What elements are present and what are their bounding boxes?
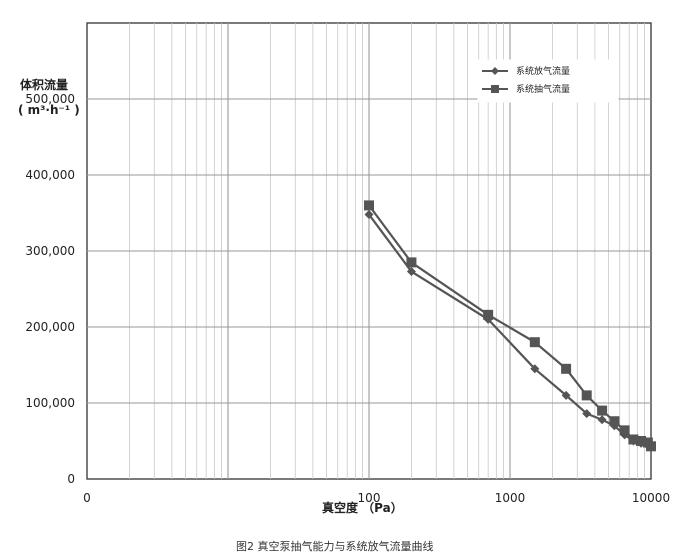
legend-box xyxy=(477,59,619,103)
y-tick-label: 300,000 xyxy=(25,244,75,258)
legend-label-pump: 系统抽气流量 xyxy=(516,83,570,95)
series-point-2 xyxy=(628,434,639,445)
y-axis-ticks: 0 100,000 200,000 300,000 400,000 500,000 xyxy=(25,92,75,486)
series-point-1 xyxy=(561,390,571,400)
series-point-2 xyxy=(646,441,656,452)
series-point-2 xyxy=(529,337,540,348)
legend-label-release: 系统放气流量 xyxy=(516,65,570,77)
series-point-1 xyxy=(530,364,540,374)
y-axis-label-line2: ( m³·h⁻¹ ) xyxy=(18,103,80,117)
x-axis-label: 真空度 （Pa） xyxy=(322,500,403,515)
x-tick-label: 10000 xyxy=(632,491,670,505)
series-point-2 xyxy=(597,405,608,416)
y-axis-label-line1: 体积流量 xyxy=(20,77,68,92)
y-tick-label: 0 xyxy=(67,472,75,486)
legend-marker-pump xyxy=(491,85,499,93)
series-point-1 xyxy=(406,267,416,277)
series-point-2 xyxy=(364,200,374,211)
series-point-2 xyxy=(483,309,494,320)
legend-marker-release xyxy=(491,67,499,75)
series-point-2 xyxy=(619,425,630,436)
y-tick-label: 400,000 xyxy=(25,168,75,182)
y-tick-label: 200,000 xyxy=(25,320,75,334)
x-axis-ticks: 0 100 1000 10000 xyxy=(83,491,670,505)
series-point-2 xyxy=(581,390,592,401)
x-tick-label: 100 xyxy=(358,491,381,505)
x-tick-label: 0 xyxy=(83,491,91,505)
legend: 系统放气流量 系统抽气流量 xyxy=(477,59,619,103)
series-point-2 xyxy=(609,416,620,427)
series-point-2 xyxy=(561,363,572,374)
grid xyxy=(87,23,651,479)
y-tick-label: 100,000 xyxy=(25,396,75,410)
y-tick-label: 500,000 xyxy=(25,92,75,106)
series-point-2 xyxy=(636,436,647,446)
series-point-2 xyxy=(406,257,417,268)
x-tick-label: 1000 xyxy=(495,491,526,505)
series-point-1 xyxy=(597,415,607,425)
figure-caption: 图2 真空泵抽气能力与系统放气流量曲线 xyxy=(236,539,434,553)
series-layer xyxy=(364,200,656,452)
series-point-1 xyxy=(582,409,592,419)
series-point-1 xyxy=(364,210,374,220)
